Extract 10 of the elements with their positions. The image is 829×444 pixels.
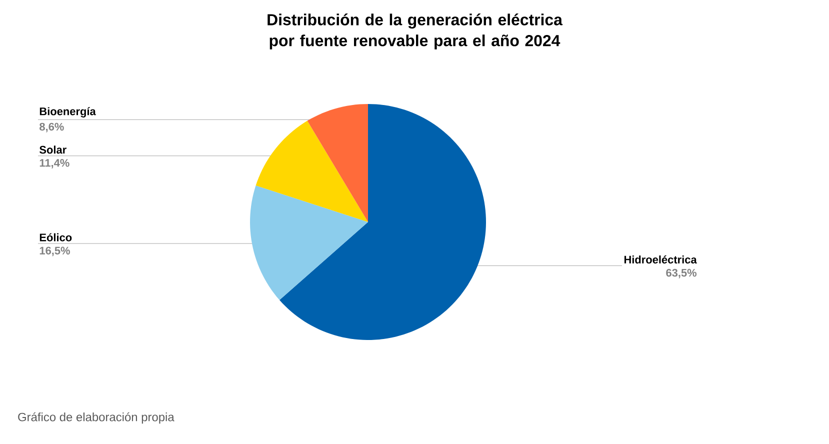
data-label: 8,6%: [40, 122, 64, 132]
slice-label: Hidroeléctrica: [624, 255, 697, 264]
slice-label: Eólico: [40, 233, 72, 242]
slice-label: Solar: [40, 146, 66, 154]
chart-title: Distribución de la generación eléctrica por fuente renovable para el año 2024: [268, 14, 563, 50]
data-label: 63,5%: [666, 268, 697, 278]
text: Gráfico de elaboración propia: [18, 412, 174, 424]
slice-label: Bioenergía: [40, 107, 96, 118]
data-label: 16,5%: [40, 246, 70, 256]
data-label: 11,4%: [40, 159, 70, 168]
